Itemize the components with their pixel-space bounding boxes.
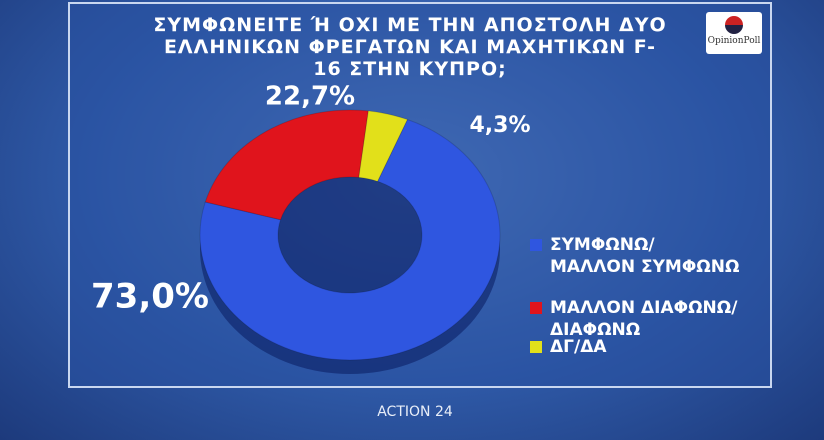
legend-text: ΔΓ/ΔΑ [550,337,607,357]
donut-segment [204,109,369,221]
legend-text: ΣΥΜΦΩΝΩ/ [550,235,655,255]
donut-segment [358,110,409,183]
legend-text: ΔΙΑΦΩΝΩ [550,320,640,340]
data-label: 73,0% [91,277,209,317]
legend-label: ΜΑΛΛΟΝ ΔΙΑΦΩΝΩ/ΔΙΑΦΩΝΩ [550,298,738,340]
footer-logo: ACTION 24 [377,404,453,420]
data-label: 22,7% [265,82,355,112]
legend-label: ΣΥΜΦΩΝΩ/ΜΑΛΛΟΝ ΣΥΜΦΩΝΩ [550,235,739,277]
chart-title: ΣΥΜΦΩΝΕΙΤΕ Ή ΟΧΙ ΜΕ ΤΗΝ ΑΠΟΣΤΟΛΗ ΔΥΟ ΕΛΛ… [153,14,667,80]
legend-swatch [530,239,542,251]
legend-swatch [530,302,542,314]
data-label: 4,3% [469,113,530,138]
donut-segment [199,118,501,361]
legend-label: ΔΓ/ΔΑ [550,337,607,357]
legend-text: ΜΑΛΛΟΝ ΔΙΑΦΩΝΩ/ [550,298,738,318]
legend-swatch [530,341,542,353]
legend-text: ΜΑΛΛΟΝ ΣΥΜΦΩΝΩ [550,257,739,277]
logo-text: OpinionPoll [707,36,761,46]
logo: OpinionPoll [706,12,762,54]
